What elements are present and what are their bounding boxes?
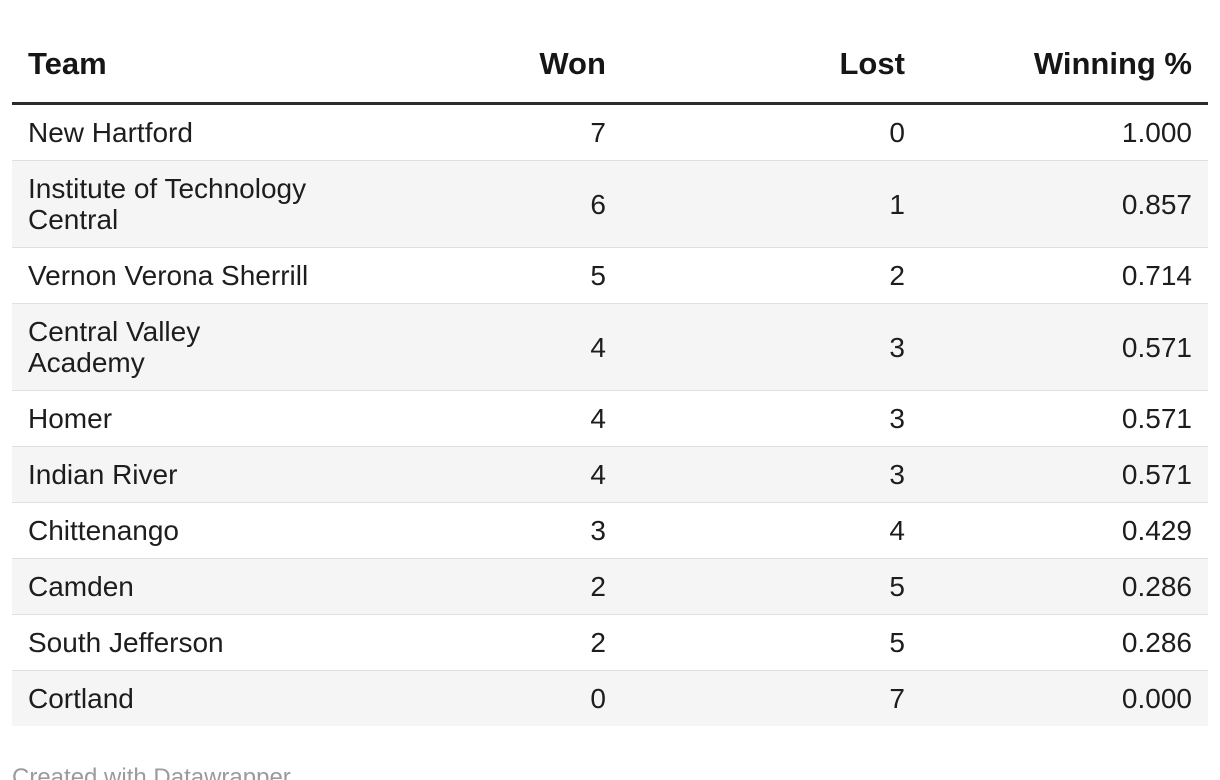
table-row: Cortland 0 7 0.000: [12, 670, 1208, 726]
team-cell: New Hartford: [28, 117, 193, 148]
header-row: Team Won Lost Winning %: [12, 32, 1208, 105]
won-cell: 2: [590, 571, 606, 602]
won-cell: 4: [590, 459, 606, 490]
column-header-won: Won: [358, 32, 622, 105]
team-cell: Homer: [28, 403, 113, 434]
team-cell: Camden: [28, 571, 134, 602]
winning-pct-cell: 1.000: [1121, 117, 1192, 148]
table-row: Homer 4 3 0.571: [12, 390, 1208, 447]
team-cell: Vernon Verona Sherrill: [28, 260, 309, 291]
won-cell: 7: [590, 117, 606, 148]
table-row: Central Valley Academy 4 3 0.571: [12, 303, 1208, 391]
lost-cell: 3: [889, 331, 905, 363]
table-row: Institute of Technology Central 6 1 0.85…: [12, 160, 1208, 248]
table-header: Team Won Lost Winning %: [12, 32, 1208, 105]
won-cell: 3: [590, 515, 606, 546]
winning-pct-cell: 0.857: [1121, 188, 1192, 220]
winning-pct-cell: 0.000: [1121, 683, 1192, 714]
winning-pct-cell: 0.286: [1121, 571, 1192, 602]
lost-cell: 3: [889, 459, 905, 490]
team-cell: Institute of Technology Central: [28, 173, 307, 235]
winning-pct-cell: 0.429: [1121, 515, 1192, 546]
table-body: New Hartford 7 0 1.000 Institute of Tech…: [12, 104, 1208, 726]
lost-cell: 5: [889, 627, 905, 658]
team-cell: Central Valley Academy: [28, 316, 201, 378]
lost-cell: 1: [889, 188, 905, 220]
datawrapper-credit-link[interactable]: Created with Datawrapper: [12, 764, 291, 780]
winning-pct-cell: 0.286: [1121, 627, 1192, 658]
won-cell: 4: [590, 403, 606, 434]
table-row: New Hartford 7 0 1.000: [12, 104, 1208, 161]
table-row: Chittenango 3 4 0.429: [12, 502, 1208, 559]
lost-cell: 3: [889, 403, 905, 434]
column-header-team: Team: [12, 32, 359, 105]
lost-cell: 4: [889, 515, 905, 546]
won-cell: 0: [590, 683, 606, 714]
winning-pct-cell: 0.714: [1121, 260, 1192, 291]
team-cell: South Jefferson: [28, 627, 224, 658]
table-row: South Jefferson 2 5 0.286: [12, 614, 1208, 671]
column-header-winning-pct: Winning %: [920, 32, 1208, 105]
team-cell: Cortland: [28, 683, 134, 714]
winning-pct-cell: 0.571: [1121, 403, 1192, 434]
table-row: Camden 2 5 0.286: [12, 558, 1208, 615]
won-cell: 2: [590, 627, 606, 658]
lost-cell: 7: [889, 683, 905, 714]
won-cell: 6: [590, 188, 606, 220]
lost-cell: 5: [889, 571, 905, 602]
table-row: Indian River 4 3 0.571: [12, 446, 1208, 503]
team-cell: Chittenango: [28, 515, 180, 546]
lost-cell: 0: [889, 117, 905, 148]
won-cell: 5: [590, 260, 606, 291]
column-header-lost: Lost: [621, 32, 921, 105]
lost-cell: 2: [889, 260, 905, 291]
won-cell: 4: [590, 331, 606, 363]
winning-pct-cell: 0.571: [1121, 331, 1192, 363]
team-cell: Indian River: [28, 459, 178, 490]
standings-table: Team Won Lost Winning % New Hartford 7 0…: [12, 32, 1208, 726]
winning-pct-cell: 0.571: [1121, 459, 1192, 490]
table-row: Vernon Verona Sherrill 5 2 0.714: [12, 247, 1208, 304]
